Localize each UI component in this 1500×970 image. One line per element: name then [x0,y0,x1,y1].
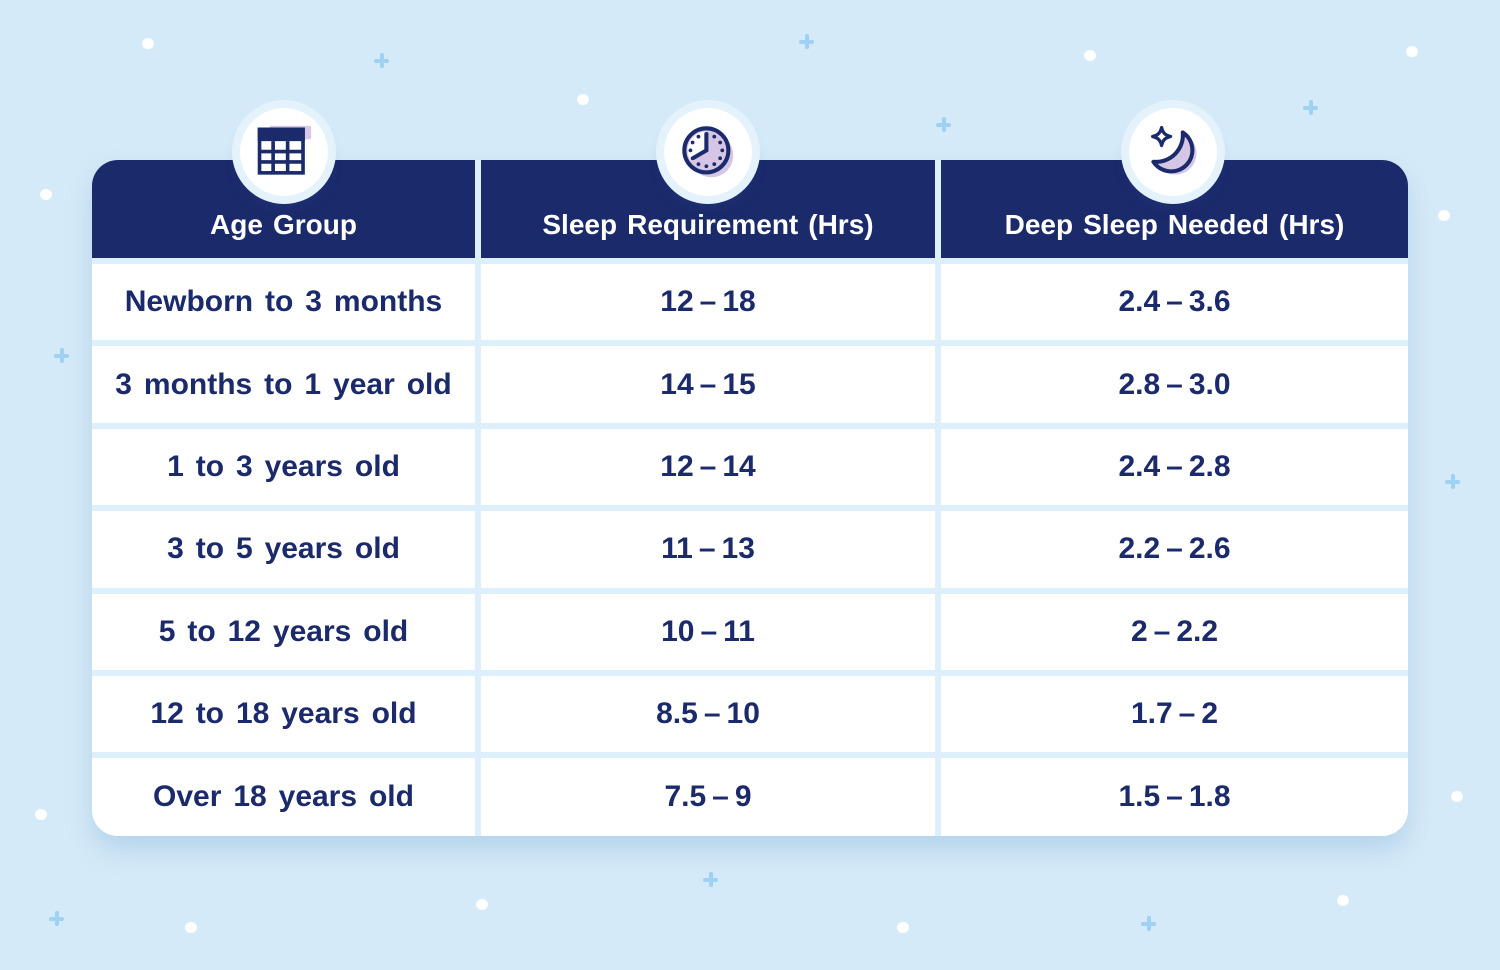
plus-decoration [54,348,69,363]
dot-decoration [1451,791,1463,802]
cell-deep-sleep: 2.4 – 3.6 [941,264,1408,341]
dot-decoration [1406,46,1418,57]
badge-sleep-requirement [664,108,752,196]
cell-sleep-req: 8.5 – 10 [481,675,935,753]
badge-deep-sleep [1129,108,1217,196]
cell-age-group: 3 to 5 years old [92,511,475,588]
sleep-requirements-table: Age Group Sleep Requirement (Hrs) Deep S… [92,160,1408,836]
dot-decoration [1084,50,1096,61]
cell-deep-sleep: 2 – 2.2 [941,593,1408,670]
dot-decoration [185,922,197,933]
plus-decoration [703,872,718,887]
badge-age-group [240,108,328,196]
cell-deep-sleep: 1.5 – 1.8 [941,758,1408,836]
cell-age-group: Over 18 years old [92,758,475,836]
plus-decoration [1141,916,1156,931]
cell-deep-sleep: 2.8 – 3.0 [941,346,1408,423]
dot-decoration [35,809,47,820]
cell-age-group: 5 to 12 years old [92,593,475,670]
cell-age-group: Newborn to 3 months [92,264,475,341]
cell-sleep-req: 12 – 14 [481,428,935,506]
plus-decoration [1303,100,1318,115]
plus-decoration [49,911,64,926]
crescent-moon-icon [1150,125,1197,175]
cell-sleep-req: 14 – 15 [481,346,935,423]
plus-decoration [936,117,951,132]
cell-sleep-req: 11 – 13 [481,511,935,588]
cell-deep-sleep: 1.7 – 2 [941,675,1408,753]
dot-decoration [142,38,154,49]
cell-deep-sleep: 2.2 – 2.6 [941,511,1408,588]
cell-sleep-req: 12 – 18 [481,264,935,341]
cell-age-group: 1 to 3 years old [92,428,475,506]
table-grid-icon [257,125,312,175]
plus-decoration [799,34,814,49]
cell-age-group: 3 months to 1 year old [92,346,475,423]
dot-decoration [476,899,488,910]
dot-decoration [40,189,52,200]
cell-deep-sleep: 2.4 – 2.8 [941,428,1408,506]
clock-icon [682,126,734,178]
column-header-age-group: Age Group [92,160,475,258]
dot-decoration [1438,210,1450,221]
cell-sleep-req: 7.5 – 9 [481,758,935,836]
cell-age-group: 12 to 18 years old [92,675,475,753]
dot-decoration [577,94,589,105]
cell-sleep-req: 10 – 11 [481,593,935,670]
plus-decoration [1445,474,1460,489]
dot-decoration [897,922,909,933]
dot-decoration [1337,895,1349,906]
plus-decoration [374,53,389,68]
